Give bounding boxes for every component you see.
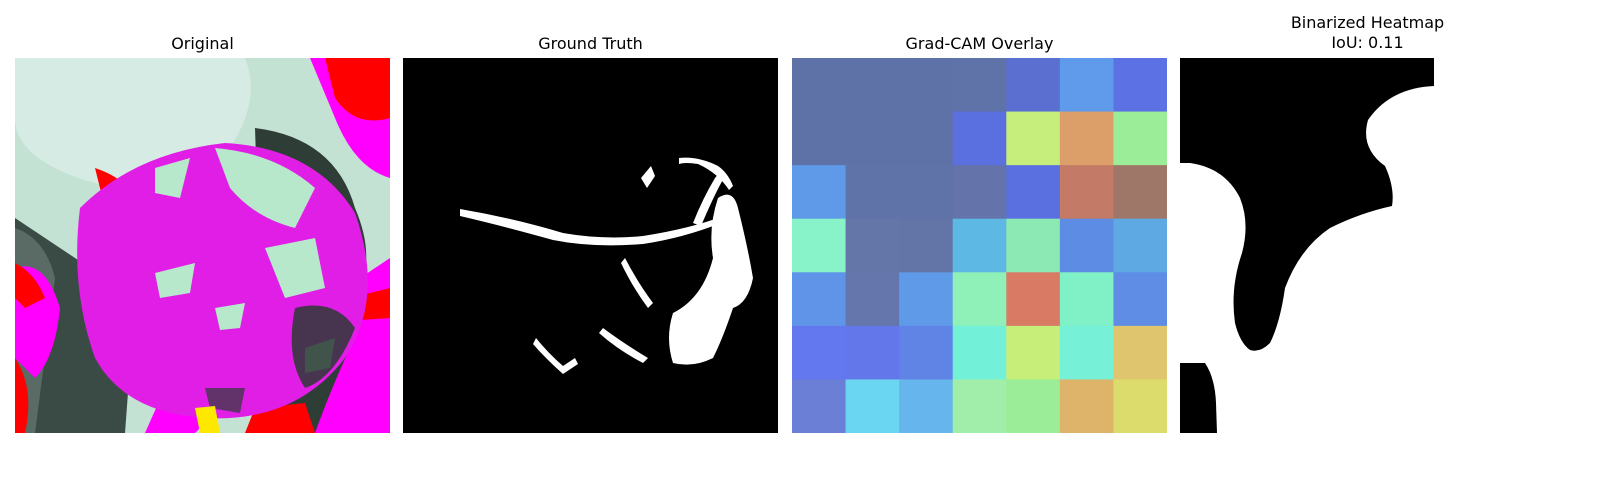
gradcam-cell bbox=[792, 58, 847, 113]
gradcam-cell bbox=[1113, 111, 1167, 166]
gradcam-cell bbox=[1006, 272, 1061, 327]
gradcam-cell bbox=[952, 58, 1007, 113]
gradcam-cell bbox=[952, 218, 1007, 273]
panel-title-ground-truth: Ground Truth bbox=[538, 34, 643, 53]
gradcam-cell bbox=[952, 325, 1007, 380]
gradcam-cell bbox=[1059, 58, 1114, 113]
gradcam-cell bbox=[1059, 272, 1114, 327]
gradcam-cell bbox=[792, 379, 847, 433]
panel-title-original: Original bbox=[171, 34, 234, 53]
gradcam-cell bbox=[845, 111, 900, 166]
gradcam-cell bbox=[899, 111, 954, 166]
gradcam-cell bbox=[845, 325, 900, 380]
gradcam-cell bbox=[1006, 218, 1061, 273]
gradcam-cell bbox=[1006, 325, 1061, 380]
panel-title-binarized: Binarized Heatmap bbox=[1290, 13, 1445, 32]
gradcam-cell bbox=[899, 218, 954, 273]
gradcam-cell bbox=[792, 325, 847, 380]
gradcam-cell bbox=[952, 272, 1007, 327]
gradcam-cell bbox=[792, 218, 847, 273]
gradcam-cell bbox=[899, 165, 954, 220]
gradcam-cell bbox=[792, 272, 847, 327]
gradcam-cell bbox=[1006, 165, 1061, 220]
gradcam-cell bbox=[952, 111, 1007, 166]
original-image bbox=[15, 58, 390, 433]
gradcam-cell bbox=[845, 379, 900, 433]
gradcam-cell bbox=[1113, 58, 1167, 113]
gradcam-heatmap bbox=[792, 58, 1167, 433]
gradcam-cell bbox=[1059, 379, 1114, 433]
gradcam-cell bbox=[1113, 218, 1167, 273]
ground-truth-mask bbox=[403, 58, 778, 433]
gradcam-cell bbox=[792, 165, 847, 220]
gradcam-cell bbox=[1006, 379, 1061, 433]
gradcam-cell bbox=[1059, 218, 1114, 273]
panel-title-gradcam: Grad-CAM Overlay bbox=[905, 34, 1054, 53]
gradcam-cell bbox=[845, 218, 900, 273]
gradcam-cell bbox=[845, 58, 900, 113]
gradcam-cell bbox=[1113, 325, 1167, 380]
gradcam-cell bbox=[845, 165, 900, 220]
gradcam-cell bbox=[1059, 165, 1114, 220]
gradcam-cell bbox=[899, 325, 954, 380]
gradcam-cell bbox=[1006, 111, 1061, 166]
iou-label: IoU: 0.11 bbox=[1331, 33, 1404, 52]
gradcam-cell bbox=[899, 379, 954, 433]
gradcam-cell bbox=[792, 111, 847, 166]
gradcam-cell bbox=[952, 165, 1007, 220]
gradcam-cell bbox=[1059, 111, 1114, 166]
gradcam-cell bbox=[899, 272, 954, 327]
binarized-heatmap bbox=[1180, 58, 1555, 433]
gradcam-cell bbox=[899, 58, 954, 113]
gradcam-cell bbox=[1006, 58, 1061, 113]
gradcam-cell bbox=[1113, 379, 1167, 433]
gradcam-cell bbox=[952, 379, 1007, 433]
gradcam-cell bbox=[1059, 325, 1114, 380]
gradcam-cell bbox=[1113, 165, 1167, 220]
gradcam-cell bbox=[845, 272, 900, 327]
gradcam-cell bbox=[1113, 272, 1167, 327]
